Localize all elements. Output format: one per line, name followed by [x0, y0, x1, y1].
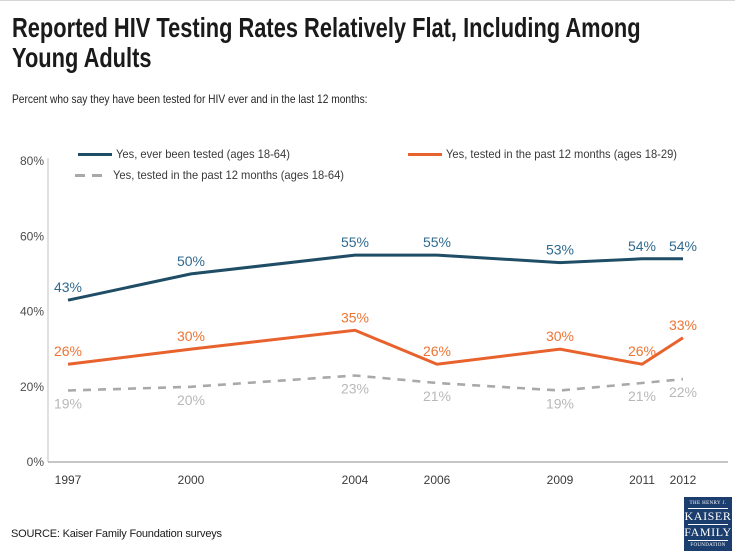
x-tick-label: 2011: [629, 473, 655, 487]
data-label-series-0: 55%: [423, 234, 451, 250]
data-label-series-0: 54%: [669, 238, 697, 254]
x-tick-label: 2000: [178, 473, 205, 487]
legend-swatch-orange-line: [408, 152, 442, 156]
data-label-series-1: 35%: [341, 309, 369, 325]
data-label-series-2: 19%: [54, 396, 82, 412]
data-label-series-1: 33%: [669, 317, 697, 333]
data-label-series-0: 53%: [546, 242, 574, 258]
x-tick-label: 1997: [55, 473, 82, 487]
y-tick-label: 0%: [27, 455, 45, 469]
chart-subtitle: Percent who say they have been tested fo…: [12, 92, 368, 106]
legend-swatch-gray-dashed-line: [75, 173, 109, 177]
data-label-series-0: 55%: [341, 234, 369, 250]
data-label-series-1: 26%: [54, 343, 82, 359]
legend-label-past12-18-64: Yes, tested in the past 12 months (ages …: [113, 168, 345, 182]
page-title: Reported HIV Testing Rates Relatively Fl…: [12, 13, 641, 73]
logo-divider: [688, 524, 728, 525]
data-label-series-2: 21%: [423, 388, 451, 404]
data-label-series-2: 22%: [669, 384, 697, 400]
data-label-series-0: 54%: [628, 238, 656, 254]
y-tick-label: 40%: [20, 305, 44, 319]
logo-line-family: FAMILY: [684, 525, 732, 539]
y-tick-label: 80%: [20, 154, 44, 168]
source-note: SOURCE: Kaiser Family Foundation surveys: [11, 528, 222, 540]
y-tick-label: 60%: [20, 229, 44, 243]
data-label-series-1: 26%: [628, 343, 656, 359]
data-label-series-1: 30%: [177, 328, 205, 344]
x-tick-label: 2004: [342, 473, 369, 487]
y-tick-label: 20%: [20, 380, 44, 394]
data-label-series-2: 21%: [628, 388, 656, 404]
data-label-series-2: 19%: [546, 396, 574, 412]
x-tick-label: 2012: [670, 473, 697, 487]
series-line-2: [67, 374, 684, 392]
legend-item-ever-tested: Yes, ever been tested (ages 18-64): [78, 147, 303, 161]
data-label-series-0: 50%: [177, 253, 205, 269]
kff-logo: THE HENRY J. KAISER FAMILY FOUNDATION: [684, 497, 732, 551]
logo-line-kaiser: KAISER: [684, 509, 732, 523]
legend-label-ever-tested: Yes, ever been tested (ages 18-64): [116, 147, 290, 161]
x-tick-label: 2009: [547, 473, 574, 487]
legend-swatch-navy-line: [78, 152, 112, 156]
series-line-0: [67, 253, 683, 302]
legend-item-past12-18-64: Yes, tested in the past 12 months (ages …: [75, 168, 361, 182]
data-label-series-0: 43%: [54, 279, 82, 295]
logo-divider: [688, 540, 728, 541]
series-line-1: [67, 328, 684, 366]
logo-divider: [688, 508, 728, 509]
title-line-2: Young Adults: [12, 42, 152, 73]
legend-item-past12-18-29: Yes, tested in the past 12 months (ages …: [408, 147, 694, 161]
data-label-series-1: 30%: [546, 328, 574, 344]
logo-line-henry-j: THE HENRY J.: [689, 501, 727, 506]
title-line-1: Reported HIV Testing Rates Relatively Fl…: [12, 12, 641, 43]
data-label-series-2: 20%: [177, 392, 205, 408]
data-label-series-1: 26%: [423, 343, 451, 359]
x-tick-label: 2006: [424, 473, 451, 487]
legend-label-past12-18-29: Yes, tested in the past 12 months (ages …: [446, 147, 678, 161]
data-label-series-2: 23%: [341, 380, 369, 396]
logo-line-foundation: FOUNDATION: [690, 543, 726, 548]
